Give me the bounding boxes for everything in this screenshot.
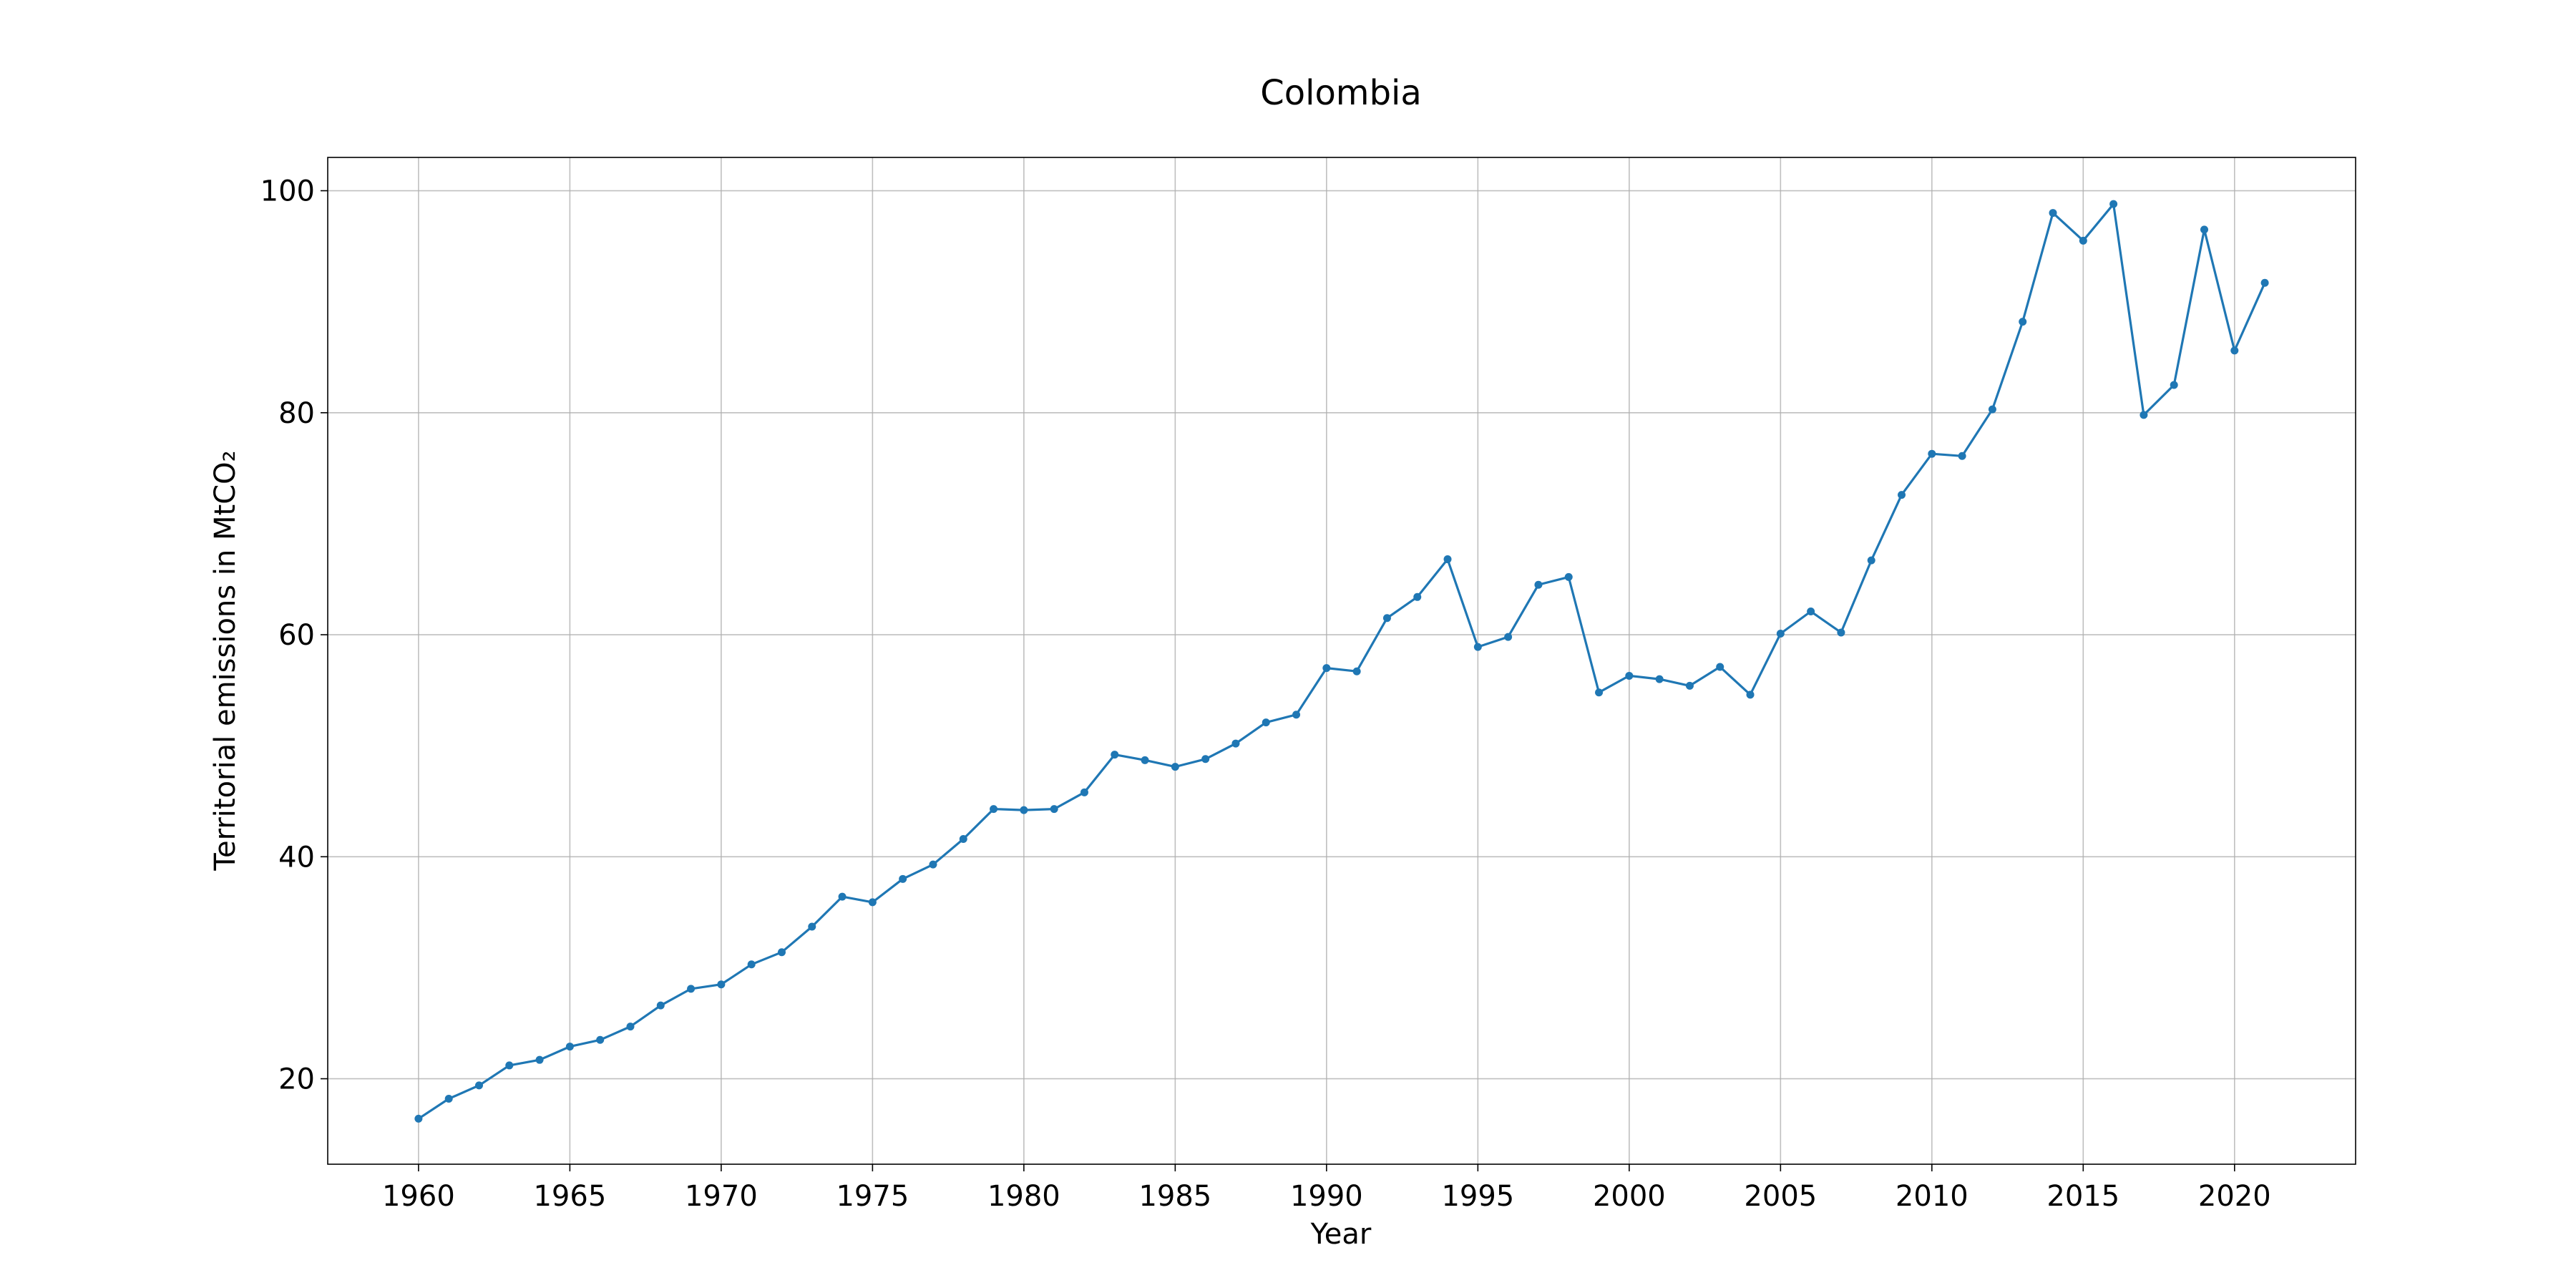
data-point-1990 xyxy=(1322,664,1331,673)
data-point-1963 xyxy=(505,1061,514,1070)
y-grid xyxy=(328,190,2356,1080)
data-point-2001 xyxy=(1655,675,1664,683)
data-point-1998 xyxy=(1564,572,1573,581)
series xyxy=(414,200,2269,1123)
x-tick-label: 2005 xyxy=(1744,1180,1817,1213)
data-point-2018 xyxy=(2170,381,2178,389)
x-axis: 1960 1965 1970 1975 1980 1985 1990 1995 2000 2005… xyxy=(382,1164,2271,1213)
data-point-1978 xyxy=(959,834,967,843)
chart-title: Colombia xyxy=(1260,73,1422,113)
data-point-1984 xyxy=(1141,756,1149,764)
data-point-1988 xyxy=(1262,718,1270,727)
data-point-1965 xyxy=(565,1043,574,1051)
data-point-1982 xyxy=(1080,788,1088,796)
data-point-2003 xyxy=(1716,663,1724,671)
data-point-2016 xyxy=(2109,200,2118,208)
data-point-1985 xyxy=(1171,763,1179,771)
data-point-2014 xyxy=(2049,209,2057,218)
data-point-1975 xyxy=(868,898,877,907)
data-point-2000 xyxy=(1625,671,1634,680)
data-point-1969 xyxy=(687,985,696,993)
data-point-1967 xyxy=(626,1023,635,1031)
data-point-2007 xyxy=(1837,628,1845,637)
x-tick-label: 1960 xyxy=(382,1180,455,1213)
y-tick-label: 80 xyxy=(278,397,315,430)
data-point-1976 xyxy=(899,874,907,883)
data-point-2008 xyxy=(1867,556,1875,565)
x-tick-label: 1990 xyxy=(1290,1180,1363,1213)
y-axis: 20 40 60 80 100 xyxy=(260,175,328,1096)
plot-frame xyxy=(327,157,2356,1165)
x-tick-label: 2020 xyxy=(2198,1180,2271,1213)
y-tick-label: 100 xyxy=(260,175,315,208)
data-point-1961 xyxy=(444,1094,453,1103)
data-point-1995 xyxy=(1473,643,1482,651)
x-tick-label: 2015 xyxy=(2046,1180,2119,1213)
data-point-1986 xyxy=(1201,755,1210,763)
data-point-1993 xyxy=(1413,592,1422,601)
data-point-1968 xyxy=(656,1001,665,1010)
x-tick-label: 1995 xyxy=(1441,1180,1514,1213)
data-point-2005 xyxy=(1776,629,1785,638)
data-point-1960 xyxy=(414,1114,423,1123)
data-point-2002 xyxy=(1685,681,1694,690)
y-tick-label: 20 xyxy=(278,1063,315,1096)
x-tick-label: 1965 xyxy=(533,1180,606,1213)
series-line xyxy=(418,203,2266,1120)
data-point-1981 xyxy=(1050,805,1058,814)
data-point-1964 xyxy=(535,1055,544,1064)
data-point-2011 xyxy=(1958,452,1966,460)
data-point-1997 xyxy=(1534,580,1543,589)
y-tick-label: 60 xyxy=(278,619,315,652)
data-point-2006 xyxy=(1807,607,1815,615)
data-point-1971 xyxy=(747,960,756,969)
data-point-1994 xyxy=(1443,555,1452,564)
data-point-2020 xyxy=(2230,346,2239,355)
x-tick-label: 1970 xyxy=(685,1180,758,1213)
data-point-1989 xyxy=(1292,711,1301,719)
data-point-1979 xyxy=(990,805,998,814)
data-point-2021 xyxy=(2260,278,2269,287)
data-point-1991 xyxy=(1352,667,1361,675)
y-axis-label: Territorial emissions in MtCO₂ xyxy=(209,450,242,871)
x-tick-label: 2010 xyxy=(1896,1180,1968,1213)
data-point-1966 xyxy=(596,1035,605,1044)
data-point-2010 xyxy=(1928,449,1936,458)
data-point-1987 xyxy=(1231,739,1240,748)
data-point-1970 xyxy=(717,980,726,989)
data-point-1973 xyxy=(808,922,816,931)
x-axis-label: Year xyxy=(1310,1218,1372,1251)
y-tick-label: 40 xyxy=(278,841,315,874)
data-point-1999 xyxy=(1595,688,1604,697)
data-point-2019 xyxy=(2200,225,2209,234)
data-point-2012 xyxy=(1988,405,1996,414)
data-point-1980 xyxy=(1020,806,1028,814)
data-point-1983 xyxy=(1111,751,1119,759)
data-point-1972 xyxy=(777,948,786,957)
data-point-1992 xyxy=(1382,614,1391,623)
data-point-1974 xyxy=(838,892,847,901)
data-point-2004 xyxy=(1746,691,1755,699)
x-tick-label: 2000 xyxy=(1593,1180,1666,1213)
x-grid xyxy=(418,157,2235,1164)
x-tick-label: 1980 xyxy=(987,1180,1060,1213)
data-point-2017 xyxy=(2140,411,2148,419)
data-point-2015 xyxy=(2079,236,2087,245)
data-point-1996 xyxy=(1504,633,1513,641)
data-point-2013 xyxy=(2019,318,2027,326)
x-tick-label: 1975 xyxy=(836,1180,909,1213)
x-tick-label: 1985 xyxy=(1138,1180,1211,1213)
data-point-1962 xyxy=(474,1081,483,1090)
data-point-2009 xyxy=(1898,491,1906,499)
data-point-1977 xyxy=(929,860,937,869)
